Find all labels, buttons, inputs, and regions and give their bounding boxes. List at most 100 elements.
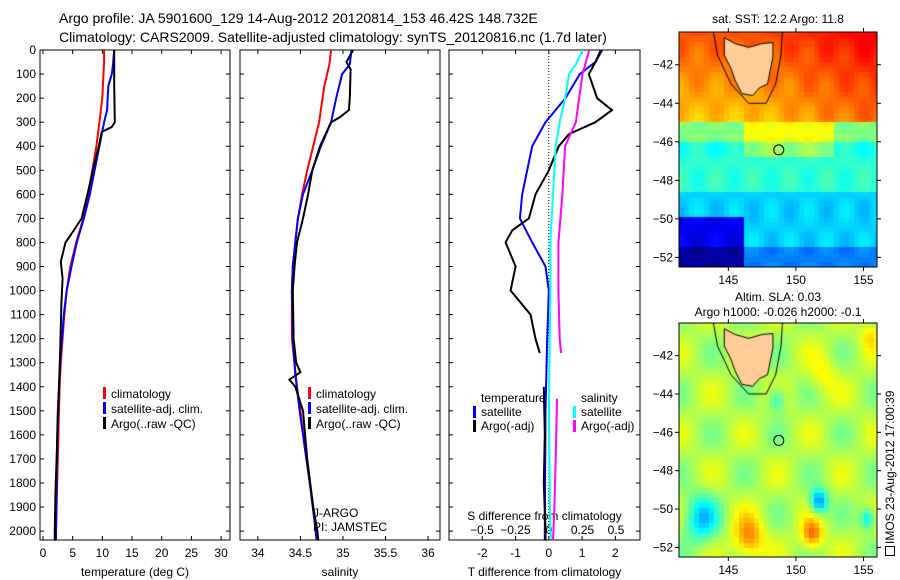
y-tick-label: 1400 <box>9 380 36 394</box>
x-tick-label: 20 <box>155 546 169 560</box>
legend-swatch <box>308 417 311 429</box>
y-tick-label: 600 <box>16 187 36 201</box>
map-y-tick-label: −42 <box>653 58 674 72</box>
annotation-text: PI: JAMSTEC <box>313 520 387 534</box>
x-tick-label: 34 <box>251 546 265 560</box>
legend-swatch <box>308 387 311 399</box>
legend-label: satellite-adj. clim. <box>111 402 203 416</box>
map-y-tick-label: −44 <box>653 96 674 110</box>
x-tick-label: 10 <box>96 546 110 560</box>
x-tick-label: 0 <box>545 546 552 560</box>
legend-swatch <box>473 406 476 418</box>
y-tick-label: 0 <box>29 43 36 57</box>
x-tick-label: -2 <box>477 546 488 560</box>
y-tick-label: 2000 <box>9 524 36 538</box>
plot-frame-temperature <box>39 49 231 541</box>
y-tick-label: 1500 <box>9 404 36 418</box>
s-tick-label: −0.5 <box>470 523 494 537</box>
sla-map-title-2: Argo h1000: -0.026 h2000: -0.1 <box>694 305 862 319</box>
map-y-tick-label: −52 <box>653 250 674 264</box>
x-tick-label: 35.5 <box>374 546 398 560</box>
map-x-tick-label: 150 <box>786 273 806 287</box>
series-line-satellite-adj-clim- <box>290 49 353 540</box>
argo-position-marker <box>773 144 785 156</box>
legend-label: satellite-adj. clim. <box>316 402 408 416</box>
legend-swatch <box>308 402 311 414</box>
legend-title: salinity <box>581 391 618 405</box>
y-tick-label: 1000 <box>9 284 36 298</box>
x-tick-label: 30 <box>214 546 228 560</box>
map-x-tick-label: 150 <box>786 563 806 577</box>
x-axis-label: T difference from climatology <box>468 565 622 579</box>
map-x-tick-label: 155 <box>853 273 873 287</box>
legend-swatch <box>103 387 106 399</box>
map-x-tick-label: 145 <box>718 563 738 577</box>
x-tick-label: 0 <box>40 546 47 560</box>
y-tick-label: 700 <box>16 211 36 225</box>
imos-logo-icon <box>885 546 895 556</box>
sst-map-title: sat. SST: 12.2 Argo: 11.8 <box>712 12 844 26</box>
imos-stamp: IMOS 23-Aug-2012 17:00:39 <box>883 390 898 556</box>
legend-label: climatology <box>111 387 171 401</box>
x-tick-label: 34.5 <box>289 546 313 560</box>
map-y-tick-label: −48 <box>653 173 674 187</box>
y-tick-label: 300 <box>16 115 36 129</box>
x-tick-label: -1 <box>510 546 521 560</box>
series-line-t-argo-adj-deep <box>542 386 547 541</box>
series-line-s-argo-adj- <box>557 49 591 354</box>
legend-title: temperature <box>481 391 546 405</box>
legend-swatch <box>473 420 476 432</box>
sla-map-title-1: Altim. SLA: 0.03 <box>734 290 822 304</box>
y-tick-label: 1700 <box>9 452 36 466</box>
legend-label: Argo(-adj) <box>581 419 634 433</box>
y-tick-label: 400 <box>16 139 36 153</box>
y-tick-label: 100 <box>16 67 36 81</box>
map-y-tick-label: −50 <box>653 502 674 516</box>
series-line-t-satellite <box>518 49 602 540</box>
y-tick-label: 1200 <box>9 332 36 346</box>
legend-label: Argo(..raw -QC) <box>111 417 196 431</box>
y-tick-label: 1800 <box>9 476 36 490</box>
series-line-argo-raw-qc- <box>53 50 116 541</box>
x-axis-label: temperature (deg C) <box>81 565 189 579</box>
legend-label: satellite <box>481 405 522 419</box>
y-tick-label: 1900 <box>9 500 36 514</box>
legend-label: satellite <box>581 405 622 419</box>
s-tick-label: 0.5 <box>608 523 625 537</box>
argo-position-marker <box>773 434 785 446</box>
y-tick-label: 900 <box>16 259 36 273</box>
annotation-text: J-ARGO <box>313 506 358 520</box>
map-frame-sst-map <box>678 31 878 268</box>
legend-swatch <box>573 420 576 432</box>
x-tick-label: 25 <box>185 546 199 560</box>
y-tick-label: 500 <box>16 163 36 177</box>
sst-heatmap <box>679 32 877 267</box>
y-tick-label: 1300 <box>9 356 36 370</box>
title-line-2: Climatology: CARS2009. Satellite-adjuste… <box>59 29 607 45</box>
x-tick-label: 1 <box>579 546 586 560</box>
y-tick-label: 800 <box>16 235 36 249</box>
y-tick-label: 1600 <box>9 428 36 442</box>
map-y-tick-label: −46 <box>653 425 674 439</box>
legend-label: Argo(-adj) <box>481 419 534 433</box>
series-line-t-argo-adj- <box>504 49 614 354</box>
x-axis-label: salinity <box>322 565 359 579</box>
legend-label: climatology <box>316 387 376 401</box>
imos-stamp-text: IMOS 23-Aug-2012 17:00:39 <box>883 390 897 544</box>
map-y-tick-label: −48 <box>653 464 674 478</box>
map-y-tick-label: −44 <box>653 387 674 401</box>
plot-frame-salinity <box>239 49 441 541</box>
series-line-s-argo-adj-deep <box>552 398 558 541</box>
legend-swatch <box>573 406 576 418</box>
legend-label: Argo(..raw -QC) <box>316 417 401 431</box>
x-tick-label: 35 <box>336 546 350 560</box>
title-line-1: Argo profile: JA 5901600_129 14-Aug-2012… <box>59 10 538 26</box>
x-tick-label: 2 <box>612 546 619 560</box>
x-tick-label: 36 <box>421 546 435 560</box>
s-tick-label: 0 <box>546 523 553 537</box>
sla-heatmap <box>679 323 877 557</box>
series-line-s-satellite <box>547 49 584 540</box>
x-tick-label: 5 <box>69 546 76 560</box>
map-x-tick-label: 145 <box>718 273 738 287</box>
